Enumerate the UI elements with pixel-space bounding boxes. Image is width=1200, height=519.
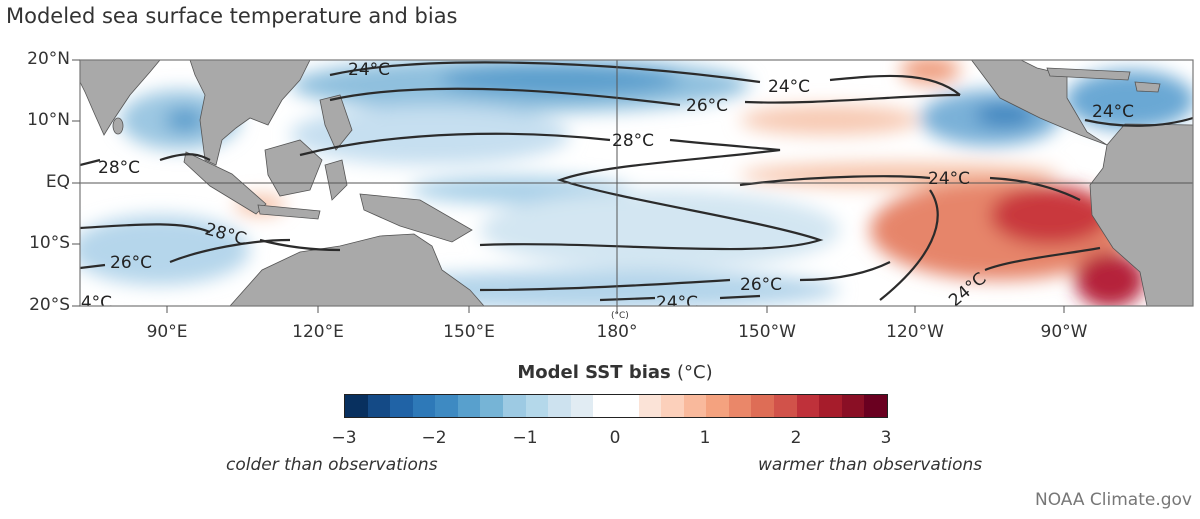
colder-note: colder than observations: [226, 455, 438, 475]
lon-label-120e: 120°E: [292, 322, 344, 342]
lat-label-10n: 10°N: [27, 110, 70, 130]
colorbar-swatch: [841, 395, 865, 417]
colorbar-unit: (°C): [677, 362, 713, 383]
contour-label: 26°C: [110, 253, 152, 273]
colorbar-swatch: [570, 395, 594, 417]
sst-bias-map: 24°C 24°C 26°C 28°C 28°C 24°C 28°C 26°C …: [70, 59, 1194, 313]
lon-label-150e: 150°E: [443, 322, 495, 342]
colorbar: [344, 394, 888, 418]
colorbar-swatch: [819, 395, 842, 417]
contour-label: 28°C: [98, 158, 140, 178]
colorbar-swatch: [525, 395, 549, 417]
colorbar-swatch: [345, 395, 368, 417]
colorbar-swatch: [796, 395, 820, 417]
colorbar-swatch: [548, 395, 571, 417]
colorbar-swatch: [412, 395, 436, 417]
lon-label-90e: 90°E: [146, 322, 188, 342]
colorbar-swatch: [683, 395, 707, 417]
contour-label: 24°C: [70, 293, 112, 313]
land: [80, 60, 1193, 306]
colorbar-swatch: [503, 395, 526, 417]
lon-label-150w: 150°W: [738, 322, 796, 342]
colorbar-swatch: [367, 395, 391, 417]
contour-label: 24°C: [1092, 102, 1134, 122]
sst-contours: [80, 61, 1193, 302]
contour-label: 24°C: [656, 293, 698, 313]
colorbar-swatch: [593, 395, 616, 417]
colorbar-swatch: [751, 395, 774, 417]
contour-label: 26°C: [740, 275, 782, 295]
colorbar-title: Model SST bias (°C): [0, 362, 1200, 383]
lon-label-180: 180°: [596, 322, 638, 342]
lat-label-eq: EQ: [45, 172, 70, 192]
credit: NOAA Climate.gov: [1034, 490, 1192, 510]
colorbar-swatch: [638, 395, 662, 417]
lon-label-90w: 90°W: [1040, 322, 1088, 342]
colorbar-swatch: [773, 395, 797, 417]
lat-label-10s: 10°S: [29, 233, 70, 253]
colorbar-swatch: [728, 395, 752, 417]
chart-title: Modeled sea surface temperature and bias: [6, 4, 458, 28]
contour-label: 24°C: [928, 169, 970, 189]
colorbar-swatch: [390, 395, 413, 417]
contour-label: 28°C: [612, 131, 654, 151]
colorbar-tick: 2: [790, 428, 802, 448]
colorbar-swatch: [457, 395, 481, 417]
contour-label: 26°C: [686, 96, 728, 116]
colorbar-tick: 0: [609, 428, 621, 448]
colorbar-swatch: [706, 395, 729, 417]
colorbar-tick: 1: [699, 428, 711, 448]
colorbar-swatch: [615, 395, 639, 417]
map-unit-label: (°C): [611, 311, 629, 321]
colorbar-tick: 3: [880, 428, 892, 448]
colorbar-title-text: Model SST bias: [517, 362, 671, 383]
colorbar-swatch: [661, 395, 684, 417]
colorbar-swatch: [480, 395, 504, 417]
lat-label-20s: 20°S: [29, 295, 70, 315]
warmer-note: warmer than observations: [758, 455, 983, 475]
colorbar-swatch: [435, 395, 458, 417]
contour-label: 24°C: [768, 77, 810, 97]
lat-label-20n: 20°N: [27, 49, 70, 69]
colorbar-tick: −1: [512, 428, 538, 448]
contour-label: 24°C: [348, 60, 390, 80]
colorbar-tick: −2: [421, 428, 447, 448]
lon-label-120w: 120°W: [886, 322, 944, 342]
colorbar-swatch: [864, 395, 887, 417]
colorbar-tick: −3: [331, 428, 357, 448]
